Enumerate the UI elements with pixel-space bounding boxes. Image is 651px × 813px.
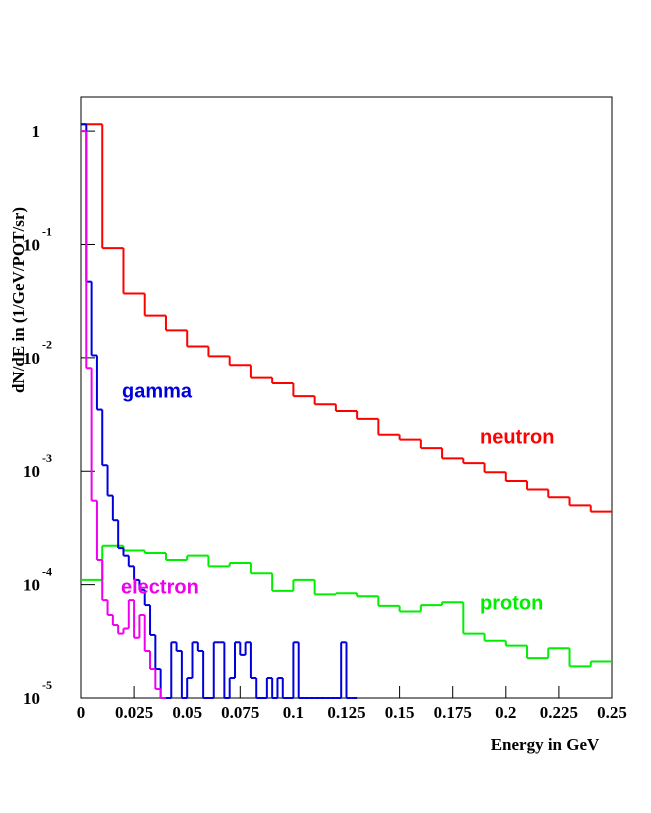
x-tick-label: 0.25 xyxy=(597,703,627,722)
x-tick-label: 0 xyxy=(77,703,86,722)
y-tick-exponent: -4 xyxy=(42,564,52,578)
y-tick-label: 10 xyxy=(23,235,40,254)
x-tick-label: 0.125 xyxy=(327,703,365,722)
y-tick-label: 10 xyxy=(23,462,40,481)
y-tick-label: 1 xyxy=(32,122,41,141)
y-tick-exponent: -1 xyxy=(42,224,52,238)
series-label: proton xyxy=(480,592,543,614)
series-label: electron xyxy=(121,576,199,598)
y-tick-exponent: -3 xyxy=(42,451,52,465)
x-tick-label: 0.225 xyxy=(540,703,578,722)
x-tick-label: 0.15 xyxy=(385,703,415,722)
x-tick-label: 0.05 xyxy=(172,703,202,722)
x-tick-label: 0.025 xyxy=(115,703,153,722)
series-label: neutron xyxy=(480,426,554,448)
y-tick-label: 10 xyxy=(23,689,40,708)
series-label: gamma xyxy=(122,380,193,402)
x-tick-label: 0.1 xyxy=(283,703,304,722)
y-tick-label: 10 xyxy=(23,349,40,368)
x-axis-label: Energy in GeV xyxy=(491,735,600,754)
x-tick-label: 0.2 xyxy=(495,703,516,722)
y-tick-exponent: -2 xyxy=(42,338,52,352)
y-tick-label: 10 xyxy=(23,576,40,595)
x-tick-label: 0.175 xyxy=(434,703,472,722)
y-axis-label: dN/dE in (1/GeV/POT/sr) xyxy=(9,207,28,393)
x-tick-label: 0.075 xyxy=(221,703,259,722)
y-tick-exponent: -5 xyxy=(42,678,52,692)
